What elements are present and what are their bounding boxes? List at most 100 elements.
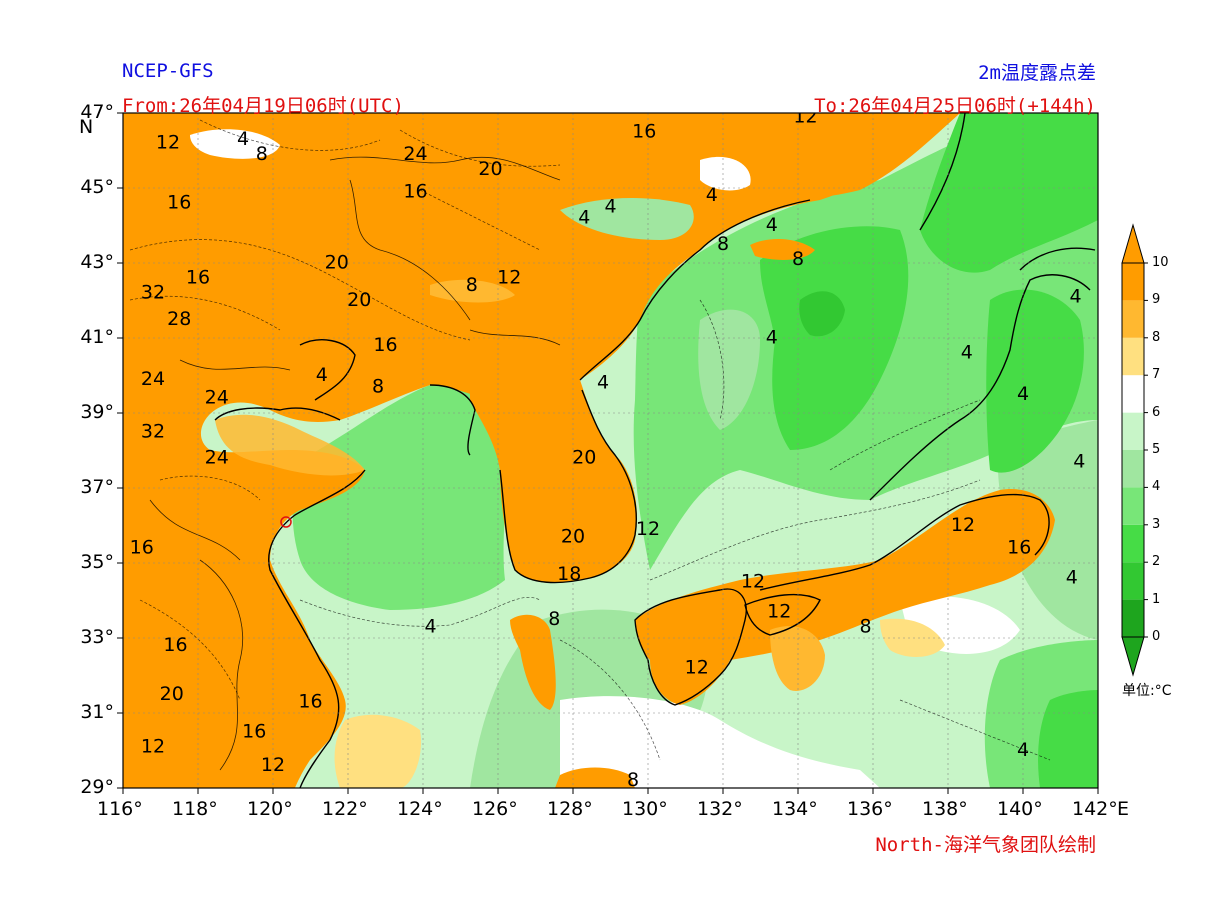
colorbar-segment xyxy=(1122,337,1144,376)
contour-label: 8 xyxy=(372,375,384,397)
product-title: 2m温度露点差 xyxy=(978,62,1096,84)
contour-label: 4 xyxy=(706,184,718,206)
colorbar-segment xyxy=(1122,599,1144,637)
kamchatka-white xyxy=(700,156,751,191)
contour-label: 4 xyxy=(424,615,436,637)
contour-label: 20 xyxy=(561,525,585,547)
contour-label: 32 xyxy=(141,282,165,304)
colorbar-segment xyxy=(1122,263,1144,301)
colorbar-tick-label: 2 xyxy=(1152,554,1161,570)
to-time: To:26年04月25日06时(+144h) xyxy=(814,95,1096,117)
location-marker xyxy=(280,516,292,528)
contour-label: 16 xyxy=(298,690,322,712)
khanka-green xyxy=(560,198,694,240)
sea-of-japan-pale-core xyxy=(698,309,760,430)
from-time: From:26年04月19日06时(UTC) xyxy=(122,95,404,117)
colorbar-segment xyxy=(1122,300,1144,338)
contour-label: 12 xyxy=(497,267,521,289)
china-land-orange xyxy=(123,113,960,788)
coastlines xyxy=(214,113,1096,788)
colorbar-segment xyxy=(1122,412,1144,450)
contour-label: 8 xyxy=(792,248,804,270)
lat-label: 41° xyxy=(80,326,114,348)
lon-label: 120° xyxy=(247,798,293,820)
lon-label: 118° xyxy=(172,798,218,820)
contour-label: 16 xyxy=(167,192,191,214)
contour-label: 12 xyxy=(261,754,285,776)
credit-text: North-海洋气象团队绘制 xyxy=(875,834,1096,856)
contour-label: 12 xyxy=(741,570,765,592)
colorbar-tick-label: 8 xyxy=(1152,329,1161,345)
contour-label: 20 xyxy=(572,447,596,469)
colorbar-tick-label: 9 xyxy=(1152,292,1161,308)
east-china-sea-white xyxy=(560,696,880,788)
japan-yellow-patch xyxy=(880,618,945,657)
colorbar-segment xyxy=(1122,562,1144,600)
lat-label: 33° xyxy=(80,626,114,648)
lon-label: 140° xyxy=(997,798,1043,820)
lon-label: 126° xyxy=(472,798,518,820)
colorbar-tick-label: 1 xyxy=(1152,591,1161,607)
contour-label: 4 xyxy=(1069,285,1081,307)
contour-label: 24 xyxy=(205,447,229,469)
contour-label: 8 xyxy=(717,233,729,255)
lon-label: 130° xyxy=(622,798,668,820)
colorbar-segment xyxy=(1122,375,1144,413)
contour-label: 24 xyxy=(403,143,427,165)
colorbar-segment xyxy=(1122,450,1144,488)
contour-label: 16 xyxy=(163,634,187,656)
colorbar-tick-label: 5 xyxy=(1152,442,1161,457)
primorye-orange-spot xyxy=(750,238,815,260)
contour-label: 16 xyxy=(373,334,397,356)
mongolia-white-spot xyxy=(190,129,280,159)
contour-label: 4 xyxy=(1066,567,1078,589)
contour-label: 8 xyxy=(627,769,639,791)
lon-label: 116° xyxy=(97,798,143,820)
colorbar-max-arrow xyxy=(1121,223,1145,264)
contour-label: 16 xyxy=(130,537,154,559)
lat-label: 43° xyxy=(80,251,114,273)
lon-label: 132° xyxy=(697,798,743,820)
colorbar-tick-label: 0 xyxy=(1152,629,1161,644)
contour-label: 16 xyxy=(403,180,427,202)
contour-label: 4 xyxy=(1017,383,1029,405)
contour-label: 16 xyxy=(242,720,266,742)
liaoning-orange-spot xyxy=(430,279,515,303)
colorbar-tick-label: 10 xyxy=(1152,255,1169,270)
lat-label: 35° xyxy=(80,551,114,573)
lon-label: 122° xyxy=(322,798,368,820)
contour-label: 32 xyxy=(141,420,165,442)
colorbar-tick-label: 4 xyxy=(1152,479,1161,495)
contour-label: 4 xyxy=(237,128,249,150)
contour-label: 20 xyxy=(347,289,371,311)
map-frame xyxy=(122,112,1099,789)
jeju-plume-orange xyxy=(510,614,556,710)
primorye-orange xyxy=(760,113,960,198)
yellow-sea-green xyxy=(292,384,507,610)
admin-borders xyxy=(149,156,561,771)
hokkaido-green xyxy=(920,113,1098,273)
contour-label: 4 xyxy=(604,195,616,217)
colorbar xyxy=(1121,223,1148,677)
contour-label: 20 xyxy=(478,158,502,180)
contour-label: 20 xyxy=(325,252,349,274)
lon-label: 138° xyxy=(922,798,968,820)
lat-label: 37° xyxy=(80,476,114,498)
sea-of-japan-darkest xyxy=(799,291,845,337)
longitude-unit: E xyxy=(1117,798,1130,820)
honshu-north-green xyxy=(986,289,1084,473)
contour-label: 4 xyxy=(766,327,778,349)
contour-label: 12 xyxy=(767,600,791,622)
contour-label: 12 xyxy=(951,514,975,536)
contour-label: 16 xyxy=(632,120,656,142)
contour-label: 8 xyxy=(548,608,560,630)
contour-label: 4 xyxy=(597,372,609,394)
colorbar-min-arrow xyxy=(1121,636,1145,677)
contour-lines xyxy=(129,119,1051,761)
contour-label: 4 xyxy=(1017,739,1029,761)
colorbar-segment xyxy=(1122,487,1144,525)
pacific-green-deep xyxy=(1038,690,1098,788)
